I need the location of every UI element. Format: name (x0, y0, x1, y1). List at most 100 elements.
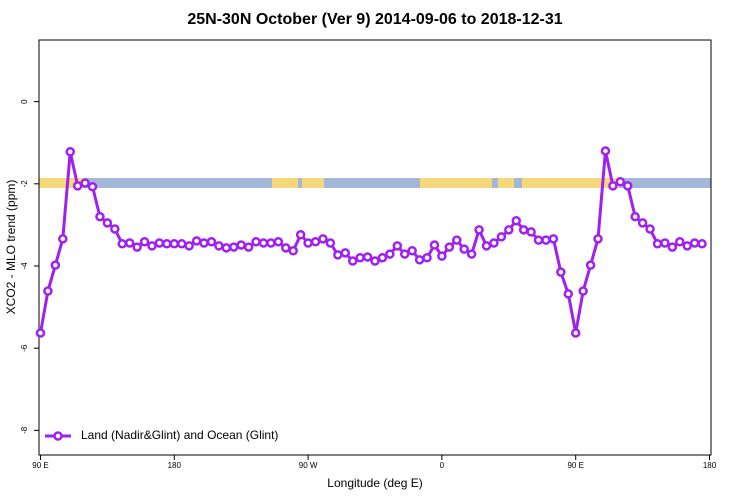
point (578, 286, 588, 296)
point (437, 251, 447, 261)
point (236, 240, 246, 250)
point (489, 238, 499, 248)
point (675, 236, 685, 247)
point (459, 244, 469, 254)
point (496, 232, 507, 242)
point (548, 234, 559, 244)
point (295, 230, 306, 240)
point (162, 239, 172, 249)
x-tick-label: 90 E (32, 461, 48, 470)
point (370, 256, 380, 266)
point (697, 239, 707, 249)
land-ocean-strip (39, 178, 711, 188)
point (652, 239, 663, 249)
land-band (272, 178, 298, 188)
point (281, 243, 291, 253)
point (667, 242, 678, 252)
point (325, 238, 336, 248)
ocean-band (39, 178, 711, 188)
point (221, 243, 232, 253)
legend: Land (Nadir&Glint) and Ocean (Glint) (45, 428, 278, 442)
point (422, 253, 432, 263)
point (511, 216, 521, 226)
point (347, 256, 358, 266)
point (214, 241, 224, 251)
legend-label: Land (Nadir&Glint) and Ocean (Glint) (81, 428, 278, 442)
point (444, 242, 455, 252)
point (273, 236, 284, 247)
point (169, 239, 180, 249)
point (452, 235, 462, 245)
point (206, 236, 217, 247)
y-tick-label: -8 (20, 426, 29, 434)
legend-marker (53, 431, 63, 441)
point (117, 239, 128, 249)
point (615, 177, 626, 187)
point (50, 260, 61, 270)
x-axis-label: Longitude (deg E) (327, 476, 422, 490)
point (251, 236, 261, 247)
point (95, 211, 105, 222)
point (43, 286, 53, 296)
point (132, 242, 142, 252)
x-tick-label: 0 (440, 461, 445, 470)
point (622, 181, 633, 191)
point (199, 238, 209, 248)
point (35, 328, 46, 338)
point (139, 236, 150, 247)
point (563, 289, 574, 299)
point (474, 225, 484, 235)
x-tick-label: 180 (703, 461, 717, 470)
point (645, 224, 655, 234)
point (466, 249, 477, 259)
point (303, 238, 313, 248)
point (110, 224, 120, 234)
point (533, 235, 544, 245)
point (58, 234, 68, 244)
point (229, 242, 239, 252)
point (556, 267, 566, 277)
land-band (302, 178, 324, 188)
point (518, 225, 529, 235)
y-tick-label: 0 (20, 99, 29, 104)
x-tick-label: 180 (168, 461, 182, 470)
point (414, 255, 425, 265)
point (333, 250, 343, 260)
point (660, 238, 670, 248)
point (362, 252, 373, 262)
point (184, 241, 194, 251)
x-tick-label: 90 W (299, 461, 318, 470)
y-tick-label: -6 (20, 344, 29, 352)
point (526, 227, 536, 237)
point (340, 248, 351, 258)
point (481, 241, 492, 251)
point (310, 236, 321, 247)
point (72, 181, 83, 191)
point (65, 147, 75, 157)
point (355, 253, 365, 263)
point (318, 234, 328, 244)
point (243, 242, 254, 252)
point (102, 218, 113, 228)
point (600, 146, 611, 156)
point (124, 238, 135, 248)
point (392, 241, 403, 251)
point (541, 235, 551, 245)
point (585, 260, 596, 270)
x-tick-label: 90 E (567, 461, 583, 470)
point (593, 234, 603, 244)
point (385, 249, 395, 259)
land-band (39, 178, 84, 188)
point (399, 249, 410, 259)
point (288, 246, 298, 256)
chart-title: 25N-30N October (Ver 9) 2014-09-06 to 20… (187, 11, 562, 28)
point (689, 238, 700, 248)
point (80, 178, 90, 188)
point (682, 241, 692, 251)
point (191, 236, 202, 246)
plot-frame (38, 39, 712, 456)
point (87, 181, 98, 192)
land-band (498, 178, 514, 188)
